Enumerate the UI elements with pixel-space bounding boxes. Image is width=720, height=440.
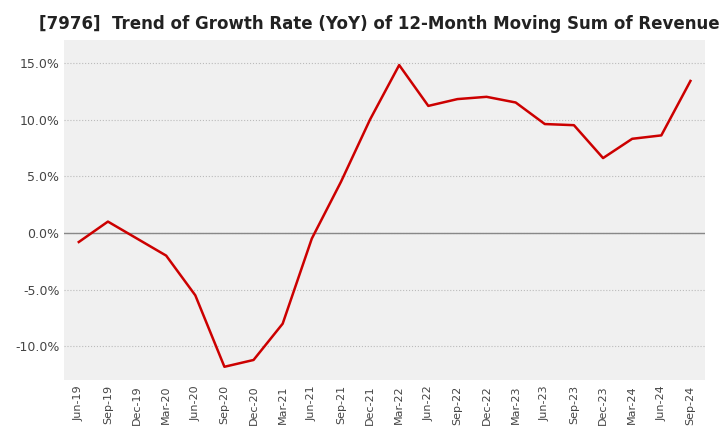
Title: [7976]  Trend of Growth Rate (YoY) of 12-Month Moving Sum of Revenues: [7976] Trend of Growth Rate (YoY) of 12-… <box>40 15 720 33</box>
